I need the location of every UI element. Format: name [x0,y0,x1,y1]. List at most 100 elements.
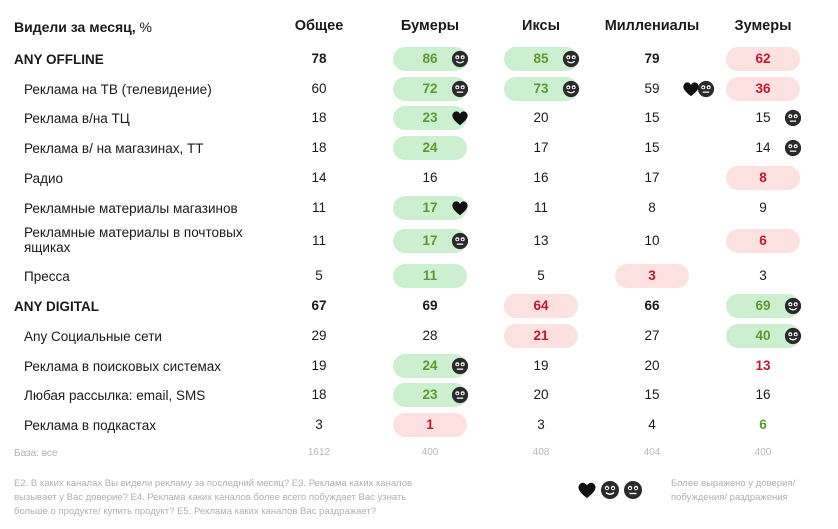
highlight-red [615,264,689,288]
table-cell: 20 [644,358,660,373]
base-value: 1612 [307,447,331,458]
table-cell: 24 [422,358,438,373]
table-cell: 78 [311,51,327,66]
table-cell: 16 [755,387,771,402]
table-cell: 15 [644,387,660,402]
table-cell: 14 [311,170,327,185]
row-label: Реклама в/на ТЦ [24,111,130,126]
table-cell: 11 [311,233,326,248]
heart-icon [451,199,469,217]
table-cell: 5 [537,268,545,283]
table-cell: 40 [755,328,771,343]
table-cell: 85 [533,51,549,66]
table-cell: 18 [311,110,327,125]
highlight-red [504,324,578,348]
table-cell: 3 [537,417,545,432]
table-cell: 3 [648,268,656,283]
row-label: Пресса [24,269,70,284]
table-cell: 60 [311,81,327,96]
neutral-icon [784,139,802,157]
table-cell: 29 [311,328,327,343]
table-cell: 69 [422,298,438,313]
column-header: Миллениалы [604,18,700,34]
neutral-icon [451,357,469,375]
highlight-green [393,136,467,160]
table-cell: 18 [311,387,327,402]
base-value: 400 [754,447,772,458]
legend-text: Более выражено у доверия/ побуждения/ ра… [671,478,796,503]
row-label: Реклама на ТВ (телевидение) [24,82,212,97]
neutral-icon [697,80,715,98]
table-cell: 5 [315,268,323,283]
table-cell: 3 [759,268,767,283]
table-cell: 8 [648,200,656,215]
table-cell: 21 [533,328,549,343]
table-cell: 67 [311,298,327,313]
highlight-red [726,47,800,71]
table-title: Видели за месяц, % [14,19,152,35]
table-cell: 15 [644,110,660,125]
table-cell: 13 [755,358,771,373]
table-cell: 73 [533,81,549,96]
table-cell: 10 [644,233,660,248]
column-header: Зумеры [734,18,792,34]
row-label: Реклама в/ на магазинах, ТТ [24,141,204,156]
table-cell: 6 [759,233,767,248]
heart-icon [577,480,597,500]
table-cell: 11 [533,200,548,215]
base-value: 400 [421,447,439,458]
highlight-red [504,294,578,318]
neutral-icon [623,480,643,500]
column-header: Общее [294,18,344,34]
table-cell: 1 [426,417,434,432]
table-cell: 16 [533,170,549,185]
table-cell: 17 [422,233,438,248]
smile-icon [562,80,580,98]
row-label: Рекламные материалы магазинов [24,201,238,216]
neutral-icon [451,232,469,250]
smile-icon [600,480,620,500]
table-cell: 23 [422,387,438,402]
table-cell: 69 [755,298,771,313]
highlight-red [726,166,800,190]
table-cell: 86 [422,51,438,66]
table-cell: 59 [644,81,660,96]
row-label: ANY DIGITAL [14,299,100,314]
table-cell: 62 [755,51,771,66]
table-cell: 72 [422,81,438,96]
base-value: 408 [532,447,550,458]
column-header: Бумеры [400,18,460,34]
neutral-icon [784,109,802,127]
table-cell: 8 [759,170,767,185]
row-label: ANY OFFLINE [14,52,104,67]
smile-icon [784,297,802,315]
neutral-icon [451,80,469,98]
base-label: База: все [14,448,58,459]
table-cell: 20 [533,387,549,402]
row-label: Реклама в поисковых системах [24,359,221,374]
highlight-red [726,229,800,253]
table-cell: 19 [311,358,327,373]
table-cell: 3 [315,417,323,432]
smile-icon [562,50,580,68]
table-cell: 23 [422,110,438,125]
heart-icon [451,109,469,127]
table-cell: 14 [755,140,771,155]
table-cell: 19 [533,358,549,373]
table-cell: 64 [533,298,549,313]
table-cell: 66 [644,298,660,313]
row-label: Any Социальные сети [24,329,162,344]
table-cell: 79 [644,51,660,66]
table-cell: 4 [648,417,656,432]
table-cell: 17 [422,200,438,215]
table-cell: 18 [311,140,327,155]
neutral-icon [451,386,469,404]
column-header: Иксы [522,18,560,34]
highlight-green [393,264,467,288]
base-value: 404 [643,447,661,458]
table-cell: 11 [311,200,326,215]
highlight-red [393,413,467,437]
table-cell: 6 [759,417,767,432]
heart-icon [682,80,700,98]
row-label: Реклама в подкастах [24,418,156,433]
